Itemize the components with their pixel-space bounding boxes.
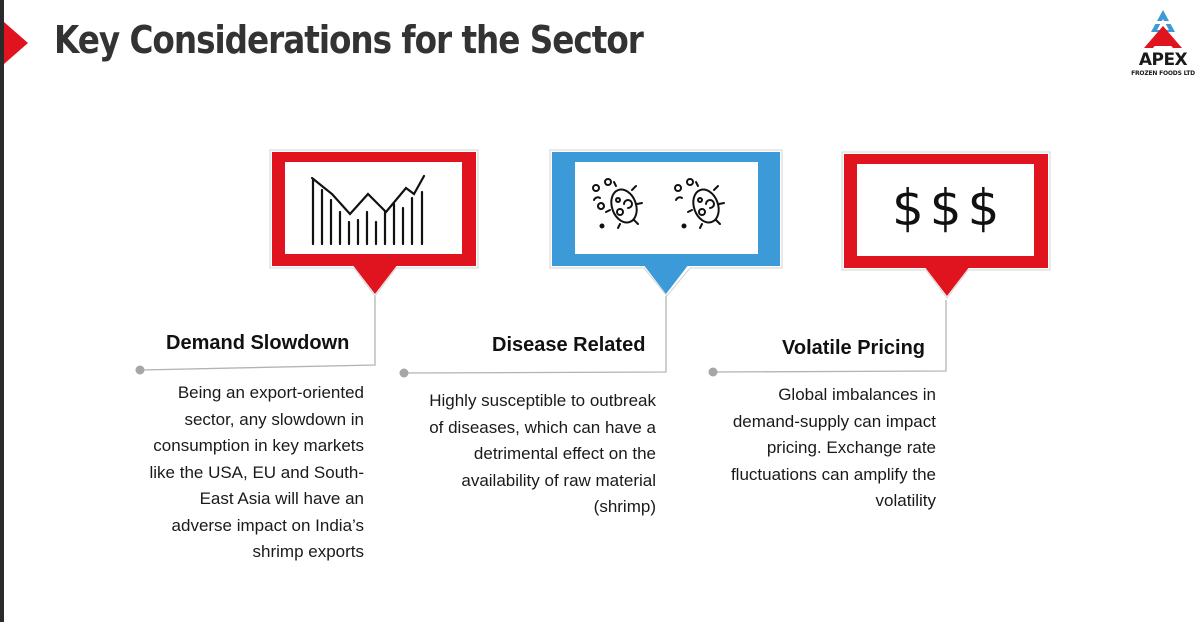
connector-line-2 [403, 296, 667, 374]
card-description-disease-related: Highly susceptible to outbreak of diseas… [429, 391, 656, 516]
card-volatile-pricing: $$$ [840, 150, 1054, 302]
card-demand-slowdown [268, 148, 482, 300]
card-frame [841, 151, 1051, 299]
card-frame [549, 149, 783, 297]
connector-dot-2 [399, 368, 409, 378]
virus-icon [592, 178, 725, 229]
logo-subtitle: FROZEN FOODS LTD [1131, 70, 1195, 77]
card-heading-demand-slowdown: Demand Slowdown [166, 332, 350, 354]
card-description-volatile-pricing: Global imbalances in demand-supply can i… [730, 385, 936, 510]
card-heading-volatile-pricing: Volatile Pricing [782, 337, 925, 359]
connector-dot-1 [135, 365, 145, 375]
connector-dot-3 [708, 367, 718, 377]
apex-logo-icon [1144, 10, 1182, 48]
declining-bar-chart-icon [310, 174, 426, 246]
card-disease-related [548, 148, 786, 300]
logo-wordmark: APEX [1138, 50, 1188, 70]
card-frame [269, 149, 479, 297]
card-description-demand-slowdown: Being an export-oriented sector, any slo… [149, 383, 364, 561]
company-logo: APEX FROZEN FOODS LTD [1128, 6, 1198, 82]
dollar-signs-icon: $$$ [892, 179, 1006, 237]
card-heading-disease-related: Disease Related [492, 334, 646, 356]
connector-line-3 [712, 300, 947, 373]
connector-line-1 [140, 296, 376, 371]
slide-left-edge [0, 0, 4, 622]
title-arrow-marker [4, 22, 28, 64]
page-title: Key Considerations for the Sector [54, 18, 644, 62]
